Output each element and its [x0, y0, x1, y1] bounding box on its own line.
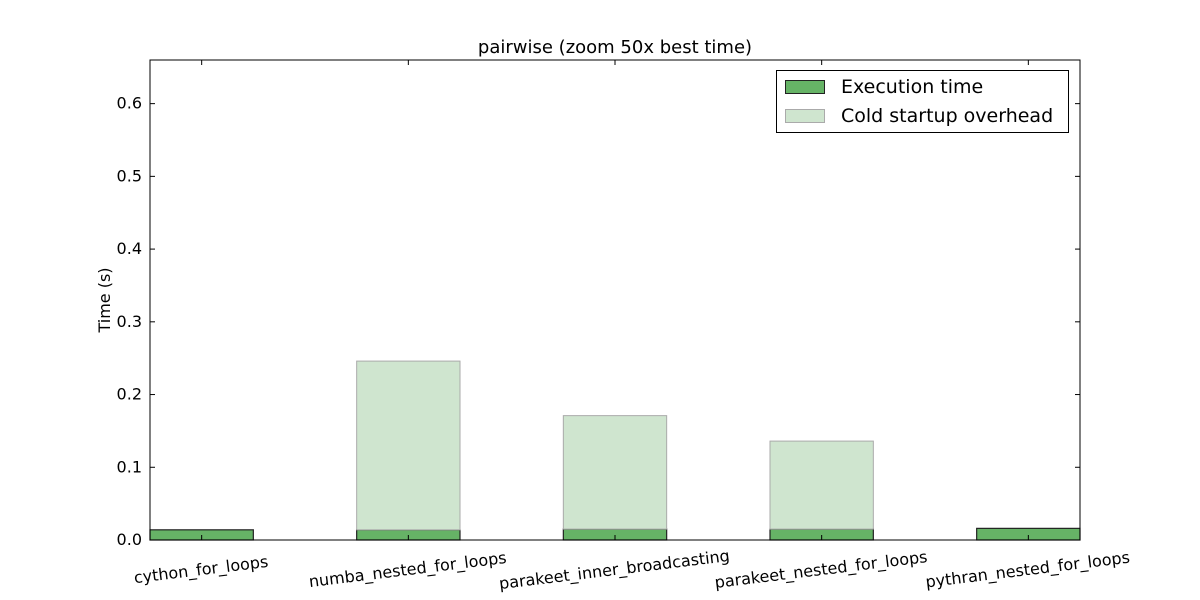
chart-title: pairwise (zoom 50x best time) [478, 37, 752, 58]
x-tick-label: parakeet_nested_for_loops [714, 547, 929, 593]
legend-label-execution-time: Execution time [841, 76, 984, 98]
bar-startup-3 [769, 440, 874, 530]
legend-item-execution-time: Execution time [785, 76, 983, 98]
y-tick-label: 0.4 [117, 239, 142, 258]
x-tick-label: parakeet_inner_broadcasting [498, 546, 731, 594]
y-tick-label: 0.1 [117, 457, 142, 476]
x-tick-label: pythran_nested_for_loops [924, 548, 1131, 593]
y-tick-label: 0.6 [117, 94, 142, 113]
legend: Execution time Cold startup overhead [776, 70, 1069, 133]
bar-startup-2 [562, 415, 668, 530]
legend-item-cold-startup-overhead: Cold startup overhead [785, 105, 1053, 127]
y-axis-label: Time (s) [95, 267, 114, 333]
plot-area-frame [149, 59, 1081, 541]
y-tick-label: 0.3 [117, 312, 142, 331]
y-tick-label: 0.5 [117, 166, 142, 185]
legend-swatch-execution-time [785, 80, 825, 94]
x-tick-label: numba_nested_for_loops [308, 548, 508, 592]
y-tick-label: 0.2 [117, 385, 142, 404]
legend-swatch-cold-startup-overhead [785, 109, 825, 123]
bars-group [149, 360, 1081, 541]
y-tick-label: 0.0 [117, 530, 142, 549]
x-tick-label: cython_for_loops [133, 552, 270, 588]
legend-label-cold-startup-overhead: Cold startup overhead [841, 105, 1054, 127]
bar-startup-1 [356, 360, 461, 531]
